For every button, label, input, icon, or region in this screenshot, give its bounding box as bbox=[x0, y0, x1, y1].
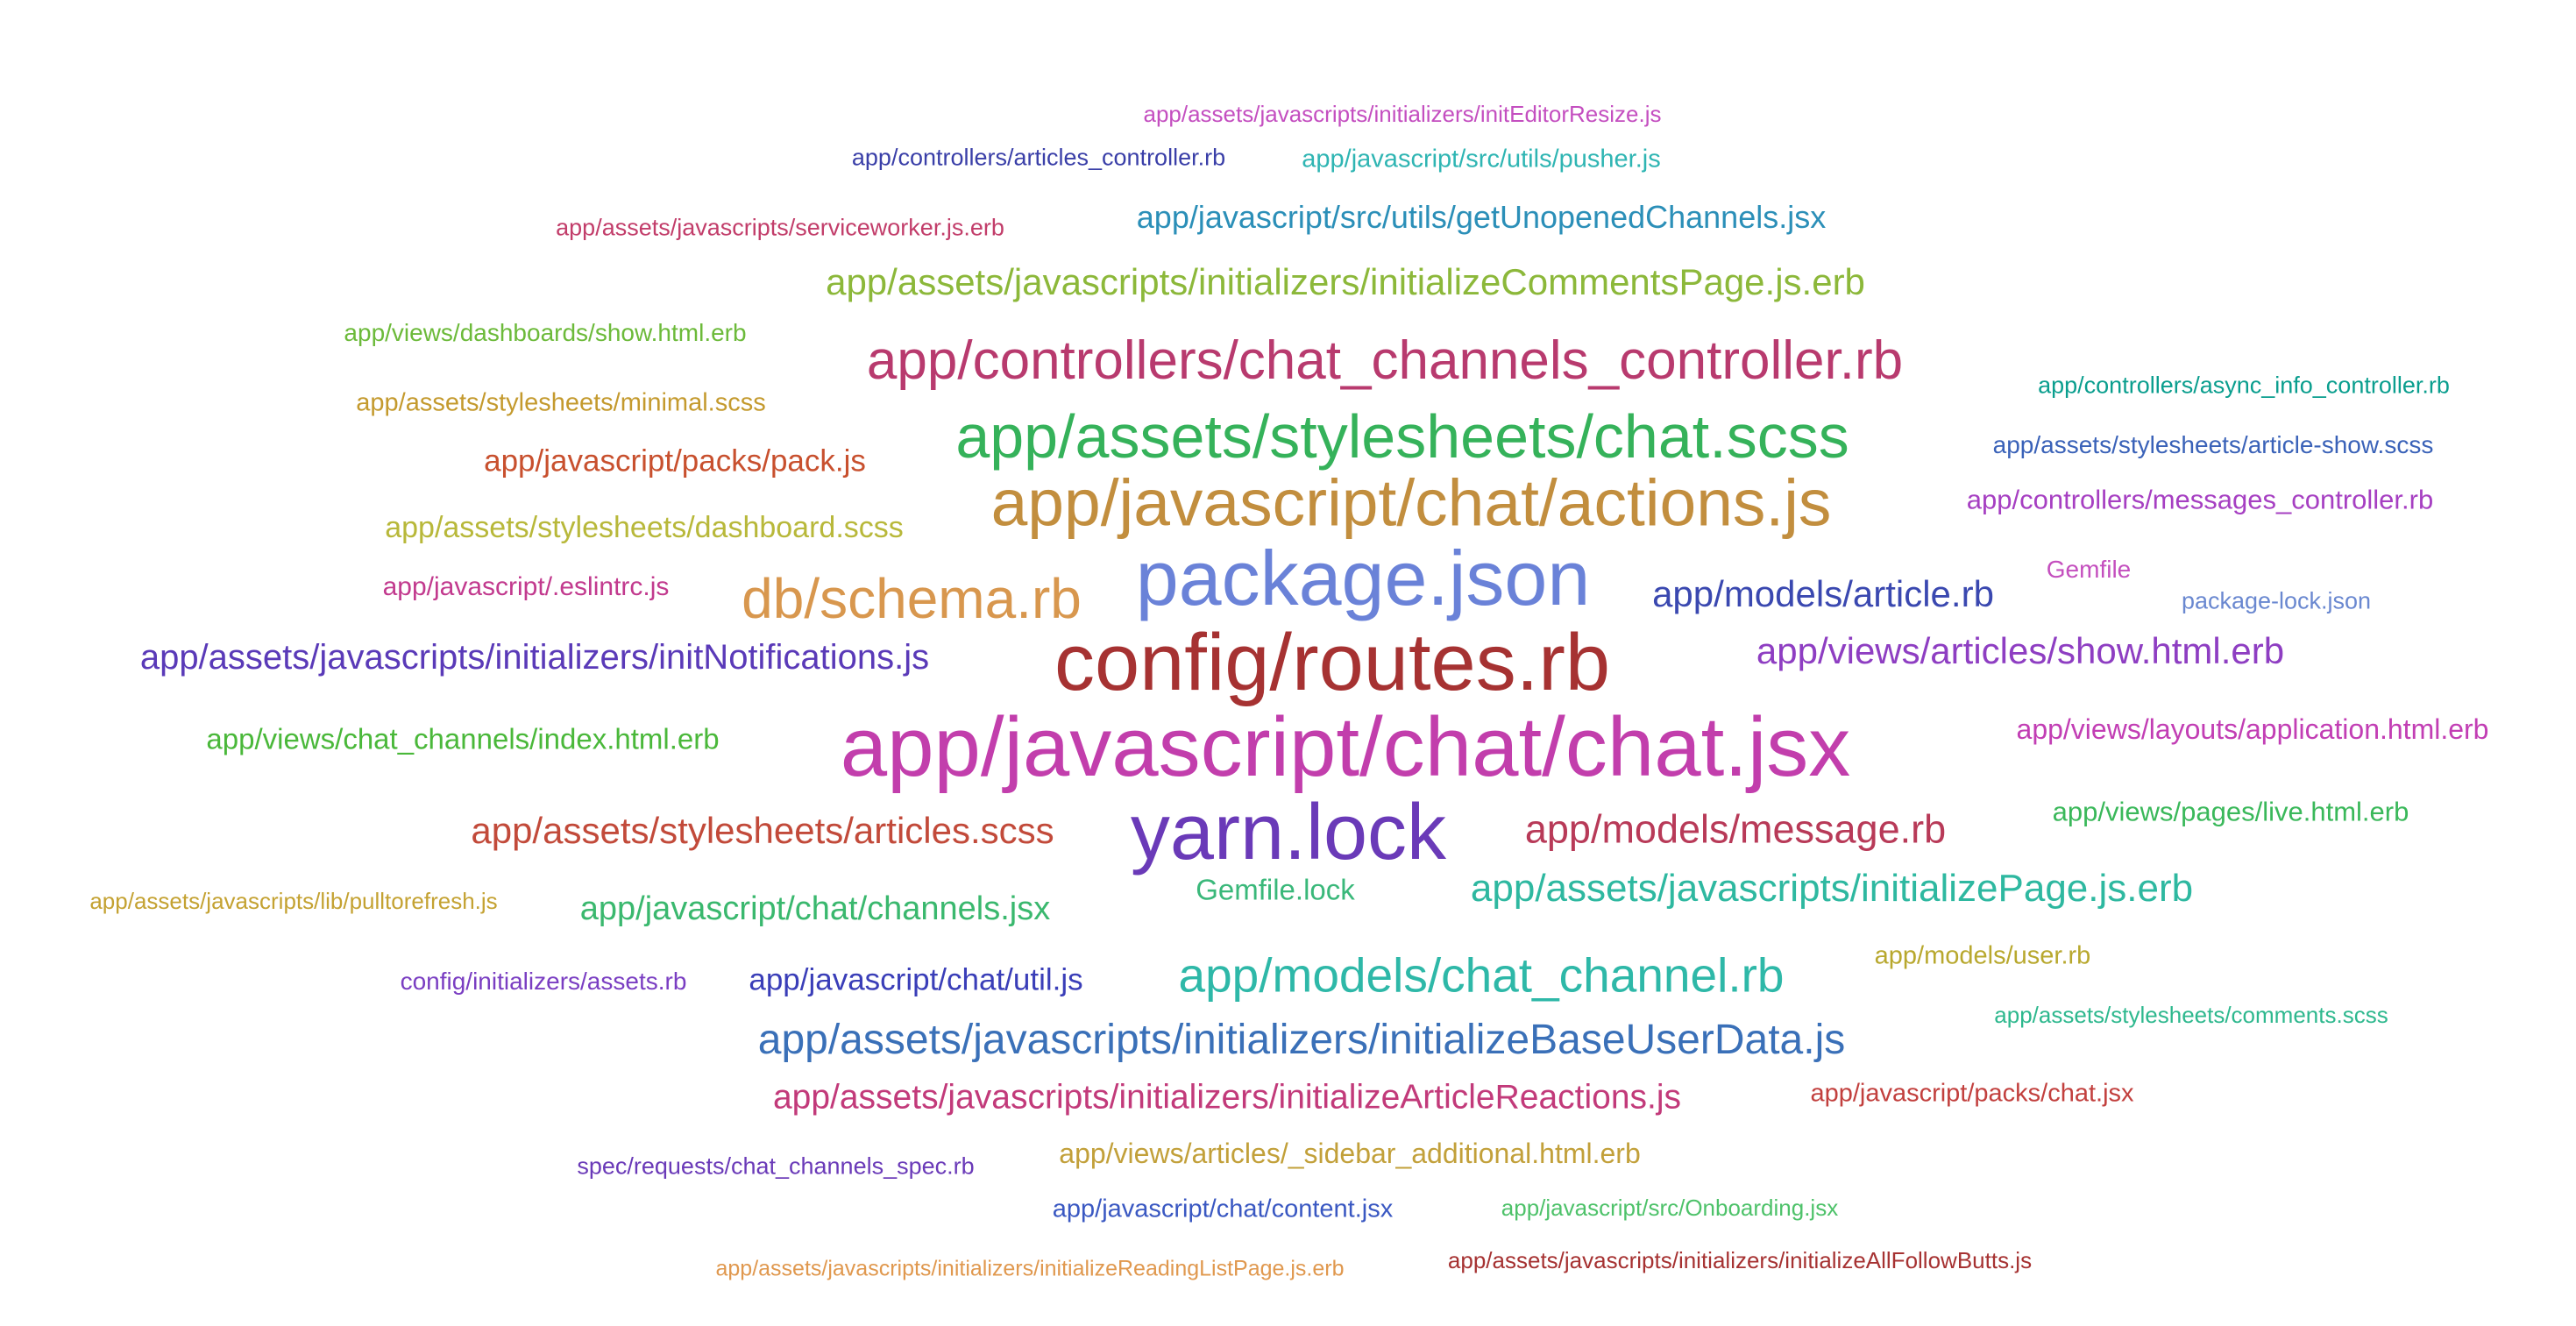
cloud-word: app/javascript/chat/util.js bbox=[749, 962, 1083, 997]
cloud-word: app/assets/stylesheets/dashboard.scss bbox=[385, 511, 904, 544]
cloud-word: config/initializers/assets.rb bbox=[400, 968, 687, 995]
cloud-word: app/assets/stylesheets/articles.scss bbox=[471, 810, 1054, 851]
cloud-word: app/models/user.rb bbox=[1874, 941, 2091, 970]
cloud-word: app/assets/javascripts/initializers/init… bbox=[1447, 1247, 2033, 1273]
cloud-word: app/assets/javascripts/initializers/init… bbox=[757, 1017, 1846, 1063]
cloud-word: app/views/articles/_sidebar_additional.h… bbox=[1059, 1138, 1641, 1169]
cloud-word: yarn.lock bbox=[1130, 789, 1447, 876]
cloud-word: app/javascript/src/utils/getUnopenedChan… bbox=[1136, 199, 1827, 235]
cloud-word: app/assets/javascripts/initializePage.js… bbox=[1470, 867, 2194, 910]
cloud-word: app/controllers/messages_controller.rb bbox=[1966, 484, 2434, 515]
cloud-word: app/models/message.rb bbox=[1524, 806, 1947, 852]
cloud-word: Gemfile.lock bbox=[1196, 873, 1355, 906]
cloud-word: app/assets/javascripts/initializers/init… bbox=[826, 261, 1865, 302]
cloud-word: app/controllers/async_info_controller.rb bbox=[2038, 372, 2450, 399]
cloud-word: package-lock.json bbox=[2181, 587, 2372, 614]
cloud-word: app/javascript/chat/chat.jsx bbox=[840, 700, 1851, 794]
cloud-word: app/assets/stylesheets/comments.scss bbox=[1994, 1002, 2388, 1028]
cloud-word: app/assets/stylesheets/minimal.scss bbox=[356, 388, 766, 417]
cloud-word: app/javascript/src/utils/pusher.js bbox=[1302, 145, 1661, 174]
cloud-word: app/controllers/chat_channels_controller… bbox=[866, 330, 1904, 391]
cloud-word: app/javascript/chat/content.jsx bbox=[1052, 1195, 1394, 1223]
cloud-word: app/models/chat_channel.rb bbox=[1178, 947, 1785, 1003]
cloud-word: app/assets/javascripts/initializers/init… bbox=[715, 1256, 1345, 1281]
cloud-word: app/views/chat_channels/index.html.erb bbox=[206, 722, 720, 755]
cloud-word: spec/requests/chat_channels_spec.rb bbox=[577, 1152, 975, 1180]
cloud-word: app/assets/javascripts/lib/pulltorefresh… bbox=[89, 888, 498, 914]
cloud-word: app/views/dashboards/show.html.erb bbox=[344, 319, 747, 346]
cloud-word: config/routes.rb bbox=[1054, 618, 1611, 707]
cloud-word: app/views/articles/show.html.erb bbox=[1756, 630, 2285, 671]
cloud-word: Gemfile bbox=[2046, 556, 2132, 583]
cloud-word: app/controllers/articles_controller.rb bbox=[851, 144, 1226, 171]
cloud-word: app/javascript/chat/channels.jsx bbox=[579, 890, 1051, 927]
cloud-word: app/javascript/src/Onboarding.jsx bbox=[1501, 1195, 1839, 1221]
cloud-word: app/views/pages/live.html.erb bbox=[2052, 796, 2409, 827]
cloud-word: app/models/article.rb bbox=[1652, 573, 1994, 614]
cloud-word: app/javascript/.eslintrc.js bbox=[382, 572, 670, 601]
cloud-word: app/javascript/packs/pack.js bbox=[484, 443, 866, 479]
cloud-word: db/schema.rb bbox=[742, 567, 1082, 630]
cloud-word: app/assets/javascripts/initializers/init… bbox=[139, 638, 930, 677]
cloud-word: package.json bbox=[1135, 535, 1591, 621]
cloud-word: app/assets/javascripts/initializers/init… bbox=[772, 1078, 1682, 1117]
cloud-word: app/assets/javascripts/initializers/init… bbox=[1143, 101, 1662, 127]
cloud-word: app/views/layouts/application.html.erb bbox=[2016, 713, 2489, 745]
cloud-word: app/javascript/chat/actions.js bbox=[990, 465, 1832, 540]
cloud-word: app/assets/stylesheets/article-show.scss bbox=[1992, 431, 2434, 458]
cloud-word: app/javascript/packs/chat.jsx bbox=[1810, 1079, 2134, 1108]
cloud-word: app/assets/javascripts/serviceworker.js.… bbox=[556, 214, 1004, 241]
cloud-word: app/assets/stylesheets/chat.scss bbox=[955, 402, 1849, 471]
